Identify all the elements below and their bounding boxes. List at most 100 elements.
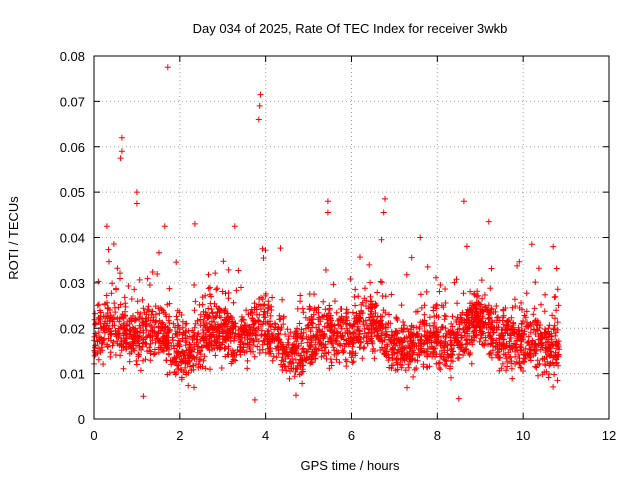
data-point xyxy=(253,329,260,336)
data-point xyxy=(325,349,332,356)
data-point xyxy=(487,333,494,340)
data-point xyxy=(252,332,259,339)
data-point xyxy=(218,365,225,371)
data-point xyxy=(145,331,152,338)
data-point xyxy=(415,346,422,353)
data-point xyxy=(486,314,493,321)
data-point xyxy=(121,326,128,333)
data-point xyxy=(530,352,537,359)
data-point xyxy=(522,355,529,362)
data-point xyxy=(397,356,404,363)
data-point xyxy=(344,309,351,316)
data-point-outlier xyxy=(133,200,140,207)
data-point xyxy=(193,361,200,367)
data-point xyxy=(185,351,192,358)
data-point xyxy=(255,318,262,325)
data-point xyxy=(508,358,515,364)
data-point xyxy=(520,368,527,374)
data-point xyxy=(398,302,405,309)
data-point xyxy=(253,336,260,343)
data-point xyxy=(500,343,507,350)
data-point xyxy=(259,296,266,303)
data-point xyxy=(270,353,277,360)
data-point xyxy=(534,322,541,329)
y-axis-label: ROTI / TECUs xyxy=(6,196,21,280)
data-point xyxy=(134,298,141,305)
data-point xyxy=(243,329,250,336)
data-point xyxy=(211,338,218,344)
data-point xyxy=(190,366,197,373)
data-point xyxy=(535,265,542,272)
data-point xyxy=(302,325,309,332)
data-point-outlier xyxy=(231,223,238,230)
data-point xyxy=(322,267,329,273)
data-point xyxy=(405,328,412,335)
data-point xyxy=(204,315,211,322)
data-point xyxy=(210,315,217,321)
data-point xyxy=(389,332,396,339)
data-point xyxy=(219,341,225,348)
data-point xyxy=(128,296,135,302)
data-point xyxy=(465,350,472,357)
data-point xyxy=(116,330,123,337)
data-point xyxy=(385,320,392,327)
data-point xyxy=(552,315,558,322)
data-point xyxy=(464,340,471,347)
data-point xyxy=(541,355,548,362)
data-point xyxy=(264,319,271,325)
data-point-outlier xyxy=(255,116,262,123)
data-point xyxy=(139,319,146,326)
data-point xyxy=(500,306,507,313)
data-point xyxy=(229,347,236,354)
data-point xyxy=(488,310,495,317)
data-point xyxy=(403,334,410,341)
data-point xyxy=(485,329,492,336)
data-point xyxy=(321,344,328,351)
data-point xyxy=(144,306,151,313)
data-point xyxy=(204,326,211,333)
data-point xyxy=(228,329,234,336)
data-point xyxy=(349,359,356,366)
data-point xyxy=(120,365,127,372)
data-point xyxy=(356,328,363,335)
data-point xyxy=(407,338,414,345)
data-point xyxy=(433,351,440,358)
data-point xyxy=(327,327,334,333)
data-point xyxy=(486,309,493,316)
data-point xyxy=(361,295,368,302)
data-point xyxy=(440,304,447,311)
data-point xyxy=(118,338,125,345)
data-point xyxy=(216,346,223,353)
data-point-outlier xyxy=(382,195,388,202)
data-point xyxy=(330,281,337,288)
data-point xyxy=(205,285,212,292)
data-point xyxy=(286,375,293,382)
data-point xyxy=(526,354,533,361)
data-point xyxy=(532,317,539,324)
data-point xyxy=(218,328,225,335)
data-point xyxy=(550,383,557,390)
data-point xyxy=(357,254,363,261)
data-point xyxy=(152,339,159,346)
data-point xyxy=(271,326,278,333)
data-point xyxy=(359,299,366,306)
data-point xyxy=(103,325,110,332)
data-point xyxy=(185,369,192,376)
data-point xyxy=(500,321,507,328)
data-point xyxy=(241,334,248,341)
data-point xyxy=(331,325,338,332)
data-point-outlier xyxy=(133,189,140,196)
data-point xyxy=(219,288,226,295)
data-point xyxy=(190,353,197,360)
x-tick-label: 12 xyxy=(602,428,616,443)
data-point xyxy=(235,267,242,274)
data-point xyxy=(134,329,141,336)
data-point xyxy=(264,304,271,311)
data-points xyxy=(91,64,563,403)
data-point-outlier xyxy=(161,223,168,230)
data-point xyxy=(311,355,318,362)
data-point xyxy=(421,311,428,318)
data-point xyxy=(240,317,247,323)
data-point xyxy=(214,329,221,336)
data-point xyxy=(100,313,107,320)
